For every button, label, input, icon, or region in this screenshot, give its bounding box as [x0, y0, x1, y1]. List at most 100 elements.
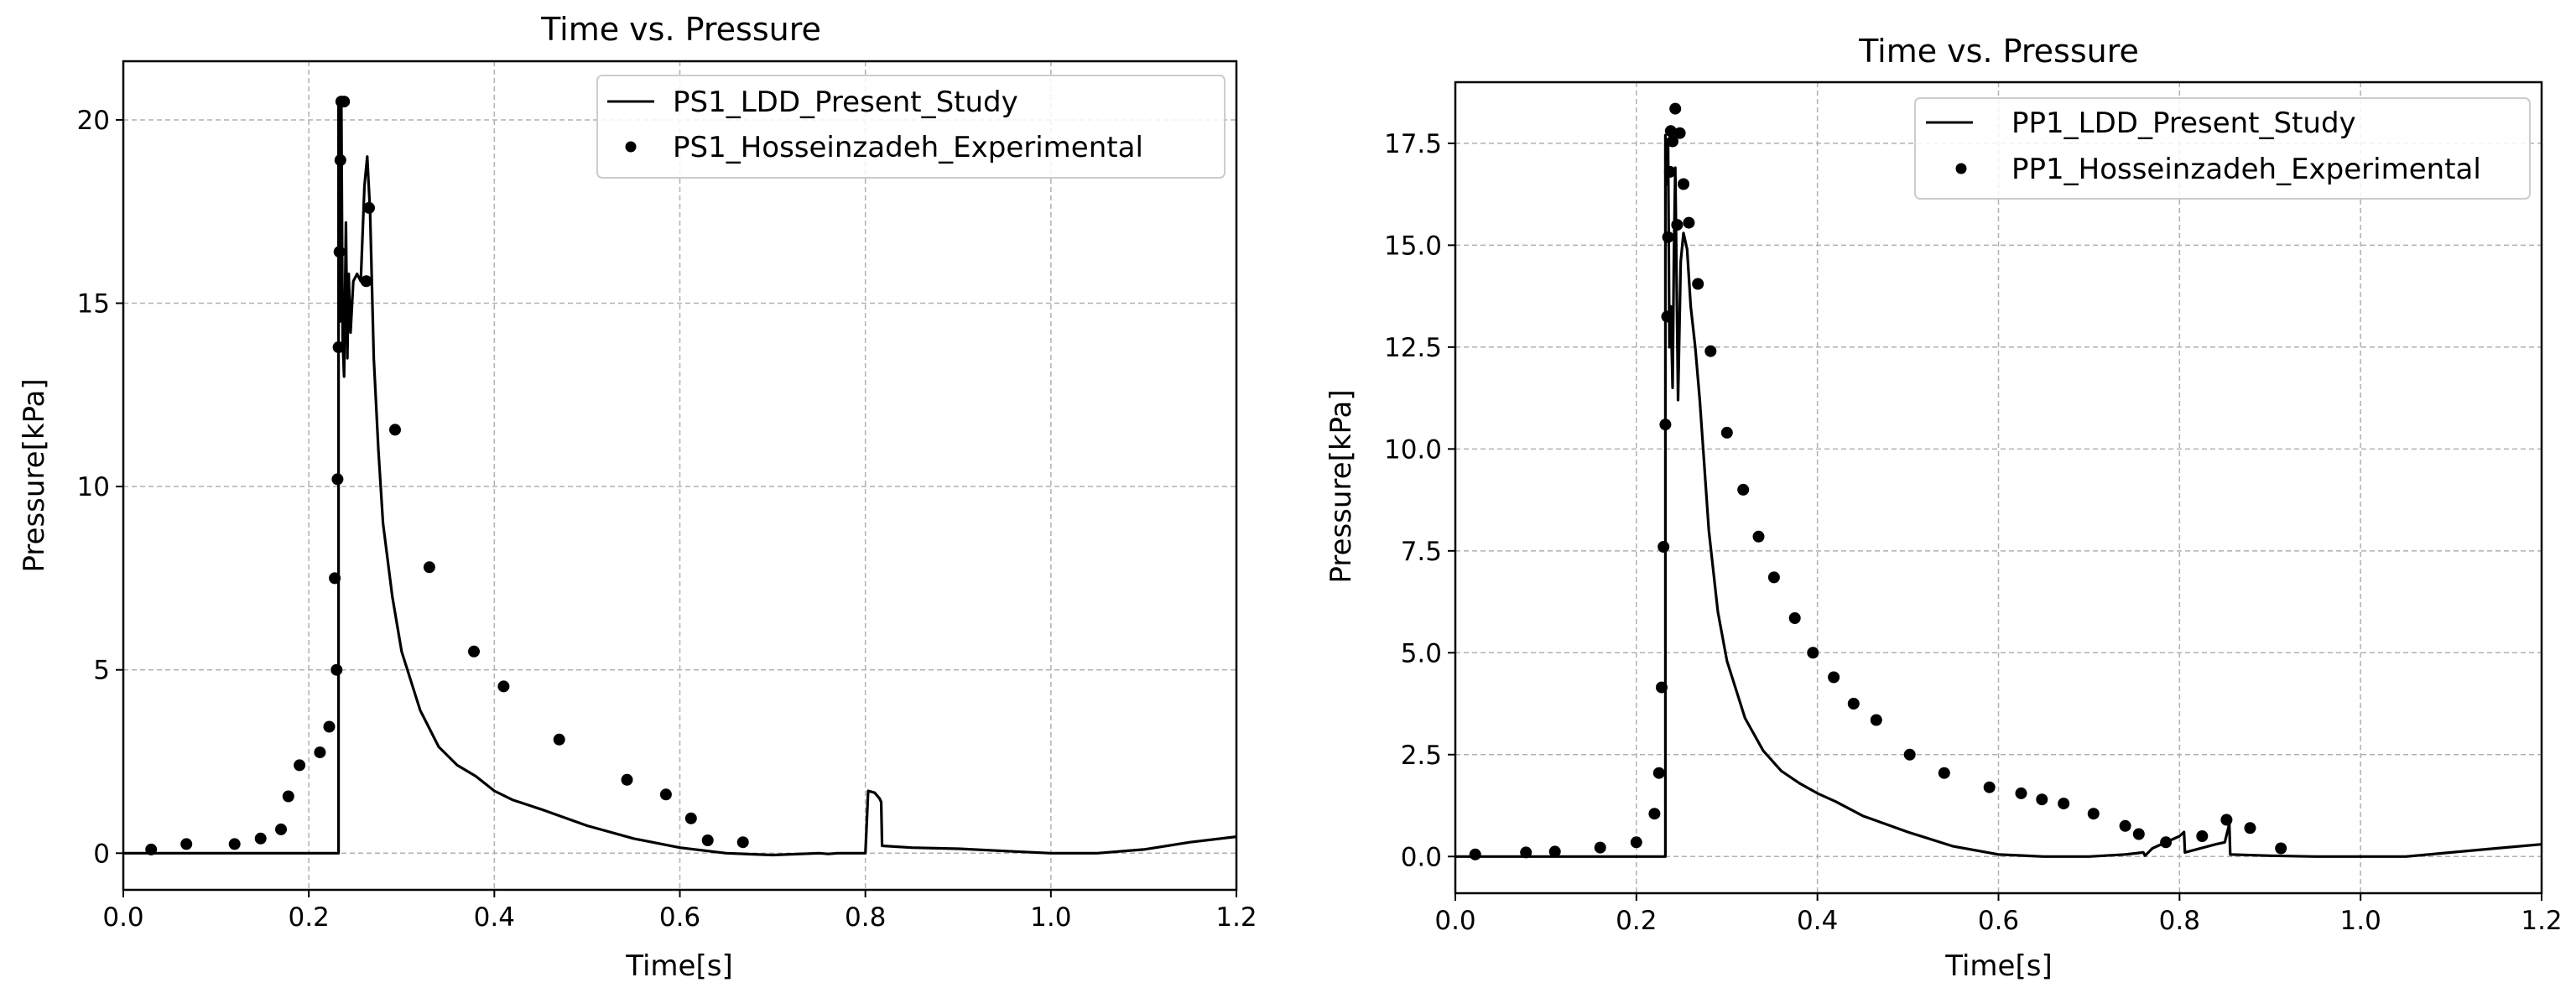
data-point	[659, 788, 672, 801]
data-point	[333, 246, 346, 258]
data-point	[497, 680, 510, 693]
x-tick-label: 0.2	[289, 902, 330, 933]
data-point	[2058, 798, 2070, 810]
data-point	[1630, 836, 1642, 849]
legend: PS1_LDD_Present_Study PS1_Hosseinzadeh_E…	[596, 75, 1226, 179]
x-tick-label: 0.6	[659, 902, 700, 933]
data-point	[145, 843, 158, 855]
axis-ticks: 0.0 0.2 0.4 0.6 0.8 1.0 1.2 0.0 2.5 5.0 7.5 10.0 12.…	[1384, 129, 2563, 936]
data-point	[423, 561, 435, 574]
data-point	[2036, 793, 2048, 806]
data-point	[553, 733, 565, 746]
data-point	[1903, 748, 1916, 761]
data-point	[1767, 571, 1780, 584]
y-tick-label: 2.5	[1401, 741, 1442, 771]
data-point	[323, 720, 336, 733]
data-point	[1752, 530, 1765, 543]
data-point	[2244, 822, 2256, 834]
data-point	[1662, 231, 1674, 243]
data-point	[180, 838, 193, 850]
data-point	[2220, 814, 2233, 826]
data-point	[2160, 836, 2173, 849]
data-point	[275, 823, 287, 835]
y-tick-label: 10.0	[1384, 434, 1442, 465]
data-point	[360, 275, 372, 288]
chart-ps1: Time vs. Pressure 0.0 0.2 0.4 0.6 0.8 1.0 1.20…	[18, 11, 1257, 983]
y-tick-label: 12.5	[1384, 333, 1442, 363]
data-point	[363, 201, 375, 214]
x-tick-label: 1.0	[1030, 902, 1071, 933]
data-point	[1788, 612, 1801, 624]
axis-ticks: 0.0 0.2 0.4 0.6 0.8 1.0 1.2 0 5 10 15 20	[77, 106, 1257, 933]
data-point	[2132, 828, 2145, 840]
series-line-path	[123, 96, 1237, 857]
data-point	[1692, 278, 1704, 290]
legend-box	[596, 75, 1226, 179]
y-tick-label: 0	[93, 839, 110, 869]
data-point	[294, 759, 306, 772]
x-axis-label: Time[s]	[1944, 949, 2052, 983]
x-tick-label: 1.2	[2521, 906, 2562, 936]
data-point	[282, 790, 294, 803]
data-point	[1663, 165, 1676, 178]
data-point	[1983, 781, 1996, 793]
chart-title: Time vs. Pressure	[1858, 33, 2139, 70]
y-axis-label: Pressure[kPa]	[1324, 389, 1358, 583]
data-point	[1648, 808, 1661, 820]
y-tick-label: 0.0	[1401, 842, 1442, 872]
x-tick-label: 1.0	[2340, 906, 2381, 936]
legend-label-markers: PP1_Hosseinzadeh_Experimental	[2011, 153, 2481, 186]
y-tick-label: 15	[77, 289, 110, 320]
data-point	[1667, 135, 1678, 148]
data-point	[1678, 178, 1689, 190]
x-tick-label: 0.8	[845, 902, 886, 933]
x-tick-label: 1.2	[1215, 902, 1257, 933]
data-point	[1664, 125, 1677, 138]
x-tick-label: 0.4	[1797, 906, 1838, 936]
series-markers-pp1-experimental	[1469, 102, 2287, 860]
data-point	[1828, 671, 1840, 684]
data-point	[1673, 127, 1686, 139]
legend-label-markers: PS1_Hosseinzadeh_Experimental	[673, 131, 1143, 164]
data-point	[468, 645, 480, 658]
data-point	[1594, 841, 1606, 854]
y-tick-label: 5.0	[1401, 638, 1442, 668]
data-point	[701, 834, 714, 846]
data-point	[1870, 714, 1882, 726]
x-tick-label: 0.2	[1616, 906, 1657, 936]
legend-marker-swatch	[1955, 163, 1967, 174]
data-point	[332, 341, 345, 353]
data-point	[2196, 830, 2209, 842]
y-tick-label: 5	[93, 656, 110, 686]
data-point	[1656, 681, 1668, 694]
chart-title: Time vs. Pressure	[540, 11, 821, 48]
series-markers-ps1-experimental	[145, 96, 749, 855]
data-point	[2015, 787, 2027, 799]
data-point	[684, 812, 697, 824]
data-point	[389, 424, 401, 436]
y-tick-label: 20	[77, 106, 110, 136]
data-point	[1704, 345, 1717, 357]
data-point	[1669, 102, 1682, 115]
x-tick-label: 0.0	[1434, 906, 1475, 936]
data-point	[334, 154, 346, 166]
data-point	[228, 838, 241, 850]
data-point	[736, 836, 749, 849]
data-point	[1720, 426, 1733, 439]
y-tick-label: 15.0	[1384, 231, 1442, 261]
data-point	[314, 746, 326, 759]
legend-box	[1914, 97, 2531, 200]
data-point	[254, 832, 267, 845]
x-tick-label: 0.8	[2159, 906, 2200, 936]
data-point	[1469, 848, 1481, 860]
data-point	[1807, 647, 1819, 659]
y-tick-label: 10	[77, 472, 110, 502]
data-point	[2087, 808, 2100, 820]
series-line-ps1-ldd	[123, 96, 1237, 857]
data-point	[1737, 483, 1750, 496]
data-point	[1671, 219, 1684, 231]
legend-marker-swatch	[625, 141, 637, 153]
data-point	[1657, 541, 1670, 553]
y-tick-label: 17.5	[1384, 129, 1442, 159]
